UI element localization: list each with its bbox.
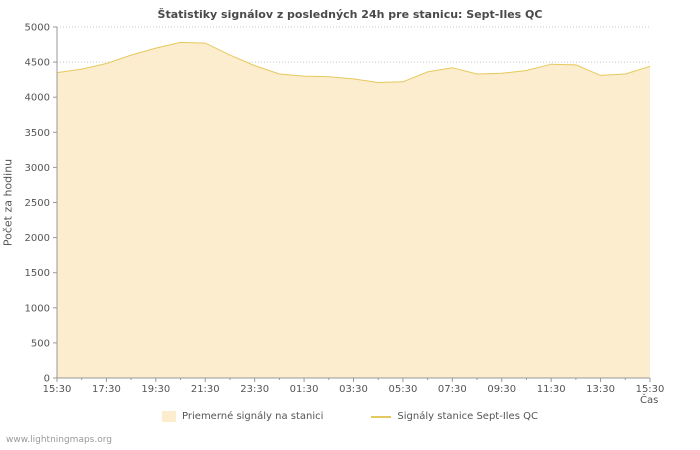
svg-text:1000: 1000 — [25, 303, 50, 314]
svg-text:3500: 3500 — [25, 128, 50, 139]
svg-text:17:30: 17:30 — [92, 384, 121, 395]
svg-text:15:30: 15:30 — [636, 384, 665, 395]
x-axis-label: Čas — [640, 395, 659, 406]
svg-text:19:30: 19:30 — [141, 384, 170, 395]
svg-text:13:30: 13:30 — [586, 384, 615, 395]
svg-text:0: 0 — [44, 374, 50, 385]
svg-text:11:30: 11:30 — [537, 384, 566, 395]
svg-text:5000: 5000 — [25, 23, 50, 34]
svg-text:500: 500 — [31, 338, 50, 349]
svg-text:15:30: 15:30 — [43, 384, 72, 395]
svg-text:3000: 3000 — [25, 163, 50, 174]
legend-item-line: Signály stanice Sept-Iles QC — [371, 411, 538, 422]
legend-item-area: Priemerné signály na stanici — [162, 411, 323, 422]
legend-label-line: Signály stanice Sept-Iles QC — [397, 411, 538, 422]
area-swatch-icon — [162, 411, 177, 422]
svg-text:2500: 2500 — [25, 198, 50, 209]
svg-text:4000: 4000 — [25, 93, 50, 104]
svg-text:09:30: 09:30 — [487, 384, 516, 395]
svg-text:05:30: 05:30 — [389, 384, 418, 395]
legend-label-area: Priemerné signály na stanici — [182, 411, 324, 422]
svg-text:4500: 4500 — [25, 58, 50, 69]
svg-text:07:30: 07:30 — [438, 384, 467, 395]
watermark-text: www.lightningmaps.org — [6, 435, 112, 445]
svg-text:2000: 2000 — [25, 233, 50, 244]
svg-text:03:30: 03:30 — [339, 384, 368, 395]
svg-text:1500: 1500 — [25, 268, 50, 279]
svg-text:23:30: 23:30 — [240, 384, 269, 395]
svg-text:21:30: 21:30 — [191, 384, 220, 395]
chart-title: Štatistiky signálov z posledných 24h pre… — [157, 8, 543, 21]
svg-text:01:30: 01:30 — [290, 384, 319, 395]
line-swatch-icon — [371, 415, 392, 418]
chart-legend: Priemerné signály na stanici Signály sta… — [0, 411, 700, 422]
